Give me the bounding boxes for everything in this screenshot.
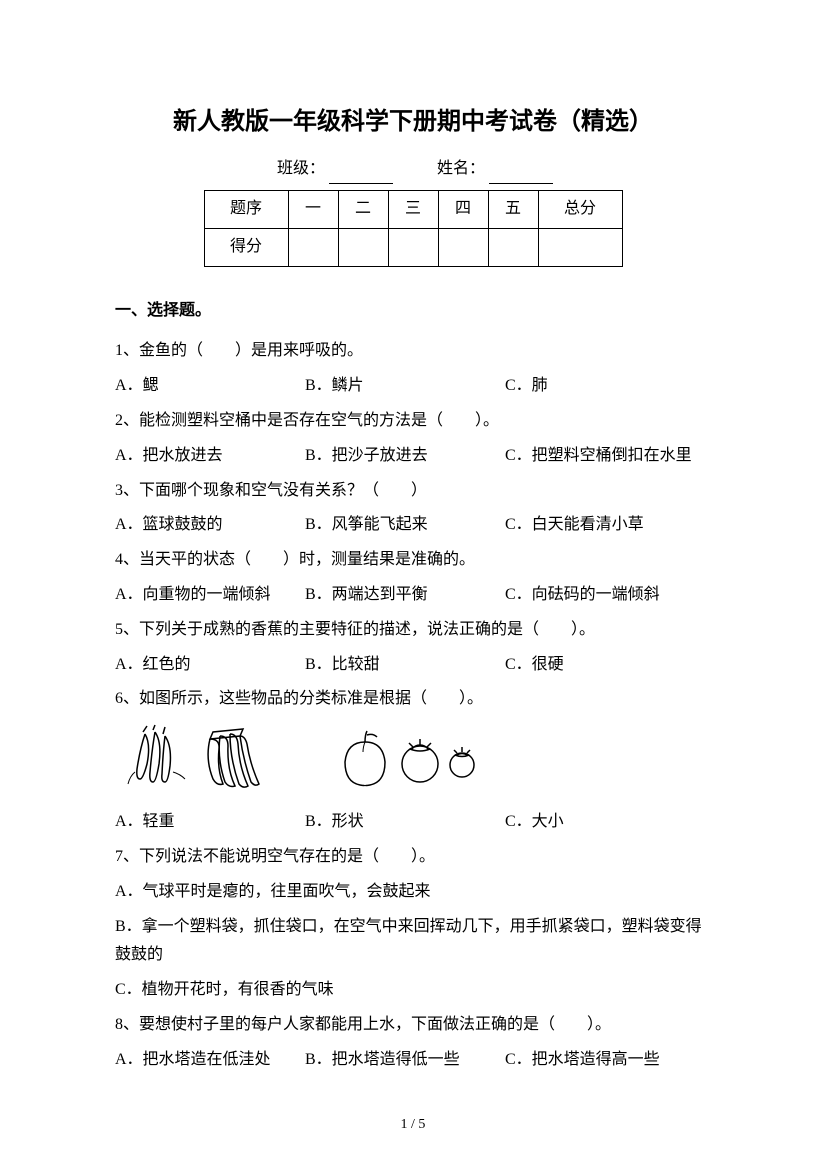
score-table-score-row: 得分 bbox=[204, 228, 622, 266]
question: 1、金鱼的（ ）是用来呼吸的。 bbox=[115, 337, 711, 366]
score-header-cell: 四 bbox=[438, 190, 488, 228]
option-b: B．把水塔造得低一些 bbox=[305, 1046, 505, 1075]
question: 8、要想使村子里的每户人家都能用上水，下面做法正确的是（ ）。 bbox=[115, 1011, 711, 1040]
options-row: A．向重物的一端倾斜 B．两端达到平衡 C．向砝码的一端倾斜 bbox=[115, 581, 711, 610]
name-label: 姓名： bbox=[437, 160, 485, 177]
option-a-full: A．气球平时是瘪的，往里面吹气，会鼓起来 bbox=[115, 878, 711, 907]
score-cell bbox=[488, 228, 538, 266]
option-c: C．肺 bbox=[505, 372, 711, 401]
option-b: B．比较甜 bbox=[305, 651, 505, 680]
score-header-cell: 五 bbox=[488, 190, 538, 228]
image-row bbox=[125, 724, 711, 794]
name-blank bbox=[489, 165, 553, 184]
option-a: A．红色的 bbox=[115, 651, 305, 680]
class-label: 班级： bbox=[277, 160, 325, 177]
options-row: A．篮球鼓鼓的 B．风筝能飞起来 C．白天能看清小草 bbox=[115, 511, 711, 540]
score-header-cell: 题序 bbox=[204, 190, 288, 228]
options-row: A．红色的 B．比较甜 C．很硬 bbox=[115, 651, 711, 680]
option-b: B．把沙子放进去 bbox=[305, 442, 505, 471]
score-header-cell: 总分 bbox=[538, 190, 622, 228]
question: 4、当天平的状态（ ）时，测量结果是准确的。 bbox=[115, 546, 711, 575]
score-table-header-row: 题序 一 二 三 四 五 总分 bbox=[204, 190, 622, 228]
page-footer: 1 / 5 bbox=[0, 1112, 826, 1137]
question: 7、下列说法不能说明空气存在的是（ ）。 bbox=[115, 843, 711, 872]
option-c-full: C．植物开花时，有很香的气味 bbox=[115, 976, 711, 1005]
options-row: A．轻重 B．形状 C．大小 bbox=[115, 808, 711, 837]
question: 5、下列关于成熟的香蕉的主要特征的描述，说法正确的是（ ）。 bbox=[115, 616, 711, 645]
options-row: A．鳃 B．鳞片 C．肺 bbox=[115, 372, 711, 401]
option-b: B．两端达到平衡 bbox=[305, 581, 505, 610]
student-info-line: 班级： 姓名： bbox=[115, 155, 711, 184]
option-a: A．把水放进去 bbox=[115, 442, 305, 471]
score-header-cell: 二 bbox=[338, 190, 388, 228]
option-b: B．风筝能飞起来 bbox=[305, 511, 505, 540]
score-header-cell: 一 bbox=[288, 190, 338, 228]
score-cell bbox=[538, 228, 622, 266]
small-persimmon-icon bbox=[445, 737, 480, 782]
score-cell bbox=[288, 228, 338, 266]
question: 2、能检测塑料空桶中是否存在空气的方法是（ ）。 bbox=[115, 407, 711, 436]
options-row: A．把水塔造在低洼处 B．把水塔造得低一些 C．把水塔造得高一些 bbox=[115, 1046, 711, 1075]
option-a: A．轻重 bbox=[115, 808, 305, 837]
option-b: B．鳞片 bbox=[305, 372, 505, 401]
question: 6、如图所示，这些物品的分类标准是根据（ ）。 bbox=[115, 685, 711, 714]
option-c: C．很硬 bbox=[505, 651, 711, 680]
option-a: A．把水塔造在低洼处 bbox=[115, 1046, 305, 1075]
score-header-cell: 三 bbox=[388, 190, 438, 228]
score-cell bbox=[438, 228, 488, 266]
option-b-full: B．拿一个塑料袋，抓住袋口，在空气中来回挥动几下，用手抓紧袋口，塑料袋变得鼓鼓的 bbox=[115, 913, 711, 971]
image-group-right bbox=[335, 727, 480, 792]
option-a: A．向重物的一端倾斜 bbox=[115, 581, 305, 610]
exam-title: 新人教版一年级科学下册期中考试卷（精选） bbox=[115, 100, 711, 143]
section-title: 一、选择题。 bbox=[115, 297, 711, 326]
banana-icon bbox=[195, 724, 275, 794]
pepper-icon bbox=[125, 724, 195, 794]
question: 3、下面哪个现象和空气没有关系？（ ） bbox=[115, 477, 711, 506]
option-c: C．把水塔造得高一些 bbox=[505, 1046, 711, 1075]
persimmon-icon bbox=[395, 729, 445, 789]
option-c: C．向砝码的一端倾斜 bbox=[505, 581, 711, 610]
score-table: 题序 一 二 三 四 五 总分 得分 bbox=[204, 190, 623, 267]
option-c: C．把塑料空桶倒扣在水里 bbox=[505, 442, 711, 471]
score-cell bbox=[338, 228, 388, 266]
option-c: C．大小 bbox=[505, 808, 711, 837]
option-a: A．鳃 bbox=[115, 372, 305, 401]
class-blank bbox=[329, 165, 393, 184]
option-c: C．白天能看清小草 bbox=[505, 511, 711, 540]
apple-icon bbox=[335, 727, 395, 792]
options-row: A．把水放进去 B．把沙子放进去 C．把塑料空桶倒扣在水里 bbox=[115, 442, 711, 471]
score-cell bbox=[388, 228, 438, 266]
option-b: B．形状 bbox=[305, 808, 505, 837]
option-a: A．篮球鼓鼓的 bbox=[115, 511, 305, 540]
image-group-left bbox=[125, 724, 275, 794]
score-row-label: 得分 bbox=[204, 228, 288, 266]
